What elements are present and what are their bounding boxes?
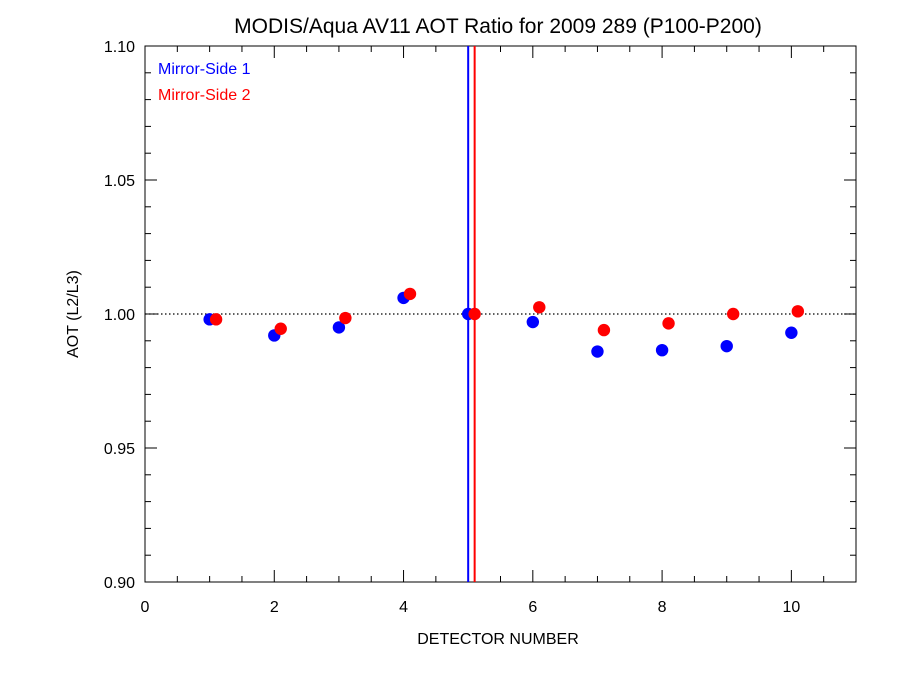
data-point-series-2 [726,307,740,321]
x-axis-label: DETECTOR NUMBER [417,631,579,648]
y-tick-label: 1.00 [104,307,135,324]
x-tick-label: 4 [399,599,408,616]
x-tick-label: 10 [782,599,800,616]
data-point-series-2 [662,317,675,330]
x-tick-label: 6 [528,599,537,616]
data-point-series-2 [403,287,417,301]
data-point-series-2 [274,322,287,335]
data-point-series-2 [468,307,481,321]
data-point-series-1 [332,321,346,334]
data-point-series-2 [597,323,611,337]
chart-title: MODIS/Aqua AV11 AOT Ratio for 2009 289 (… [234,15,762,38]
y-tick-label: 0.90 [104,575,135,592]
data-point-series-1 [526,315,540,329]
legend-label-mirror-side-2: Mirror-Side 2 [158,87,251,104]
y-axis-label: AOT (L2/L3) [65,270,82,358]
x-tick-label: 2 [270,599,279,616]
data-point-series-1 [785,326,798,339]
data-point-series-1 [591,345,604,358]
x-tick-label: 8 [658,599,667,616]
y-tick-label: 1.10 [104,39,135,56]
data-point-series-2 [339,311,352,325]
x-tick-label: 0 [141,599,150,616]
y-tick-label: 1.05 [104,173,135,190]
legend-label-mirror-side-1: Mirror-Side 1 [158,61,251,78]
data-point-series-1 [655,343,669,357]
data-point-series-2 [209,313,223,326]
data-point-series-2 [791,305,805,318]
data-point-series-2 [533,301,546,314]
y-tick-label: 0.95 [104,441,135,458]
data-point-series-1 [720,339,733,353]
